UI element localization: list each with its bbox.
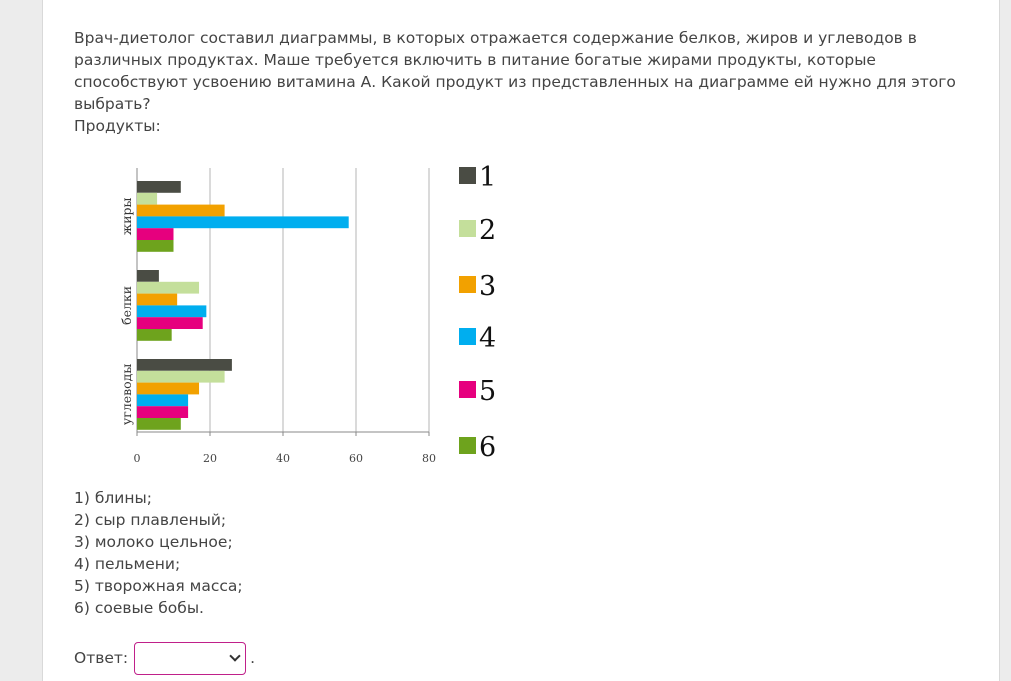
category-label: углеводы xyxy=(119,364,134,426)
legend-swatch xyxy=(459,437,476,454)
legend-swatch xyxy=(459,167,476,184)
x-tick-label: 80 xyxy=(422,452,436,465)
bar-series-1-2 xyxy=(137,359,232,371)
x-tick-label: 20 xyxy=(203,452,217,465)
legend-label: 2 xyxy=(479,215,496,246)
bar-series-5-2 xyxy=(137,406,189,418)
legend-label: 1 xyxy=(479,162,496,193)
answer-dropdown[interactable] xyxy=(134,641,247,675)
answer-label: Ответ: xyxy=(74,649,129,667)
x-tick-label: 60 xyxy=(349,452,363,465)
bar-series-1-1 xyxy=(137,270,159,282)
bar-series-1-0 xyxy=(137,181,181,193)
x-tick-label: 0 xyxy=(134,452,141,465)
option-item: 2) сыр плавленый; xyxy=(74,511,227,529)
answer-suffix: . xyxy=(250,649,256,667)
category-label: жиры xyxy=(119,197,134,235)
legend-label: 3 xyxy=(479,271,496,302)
legend-label: 5 xyxy=(479,376,496,407)
legend-swatch xyxy=(459,328,476,345)
bar-series-4-2 xyxy=(137,394,189,407)
bar-series-4-1 xyxy=(137,305,207,318)
question-text: Врач-диетолог составил диаграммы, в кото… xyxy=(74,29,956,113)
question-card: Врач-диетолог составил диаграммы, в кото… xyxy=(42,0,1000,681)
bar-series-6-1 xyxy=(137,329,172,341)
bar-series-2-2 xyxy=(137,370,225,383)
bar-series-3-1 xyxy=(137,293,178,306)
option-item: 1) блины; xyxy=(74,489,152,507)
legend-swatch xyxy=(459,220,476,237)
option-item: 6) соевые бобы. xyxy=(74,599,204,617)
bar-series-3-2 xyxy=(137,382,200,395)
chevron-down-icon xyxy=(229,650,241,662)
bar-series-2-1 xyxy=(137,281,200,294)
legend-label: 4 xyxy=(479,323,496,354)
option-item: 5) творожная масса; xyxy=(74,577,243,595)
bar-series-5-0 xyxy=(137,228,174,240)
option-item: 3) молоко цельное; xyxy=(74,533,233,551)
products-label: Продукты: xyxy=(74,117,161,135)
bar-series-6-0 xyxy=(137,240,174,252)
category-label: белки xyxy=(119,286,134,325)
bar-series-2-0 xyxy=(137,192,158,205)
bar-series-3-0 xyxy=(137,204,225,217)
bar-series-4-0 xyxy=(137,216,349,229)
legend-swatch xyxy=(459,381,476,398)
bar-series-6-2 xyxy=(137,418,181,430)
answer-row: Ответ: . xyxy=(74,641,255,675)
option-item: 4) пельмени; xyxy=(74,555,181,573)
nutrient-bar-chart: 0 20 40 60 80 жиры белки углеводы 1 2 3 4 5 6 xyxy=(119,162,496,465)
legend-label: 6 xyxy=(479,432,496,463)
x-tick-label: 40 xyxy=(276,452,290,465)
bar-series-5-1 xyxy=(137,317,203,329)
legend-swatch xyxy=(459,276,476,293)
product-options-list: 1) блины; 2) сыр плавленый; 3) молоко це… xyxy=(74,487,243,619)
